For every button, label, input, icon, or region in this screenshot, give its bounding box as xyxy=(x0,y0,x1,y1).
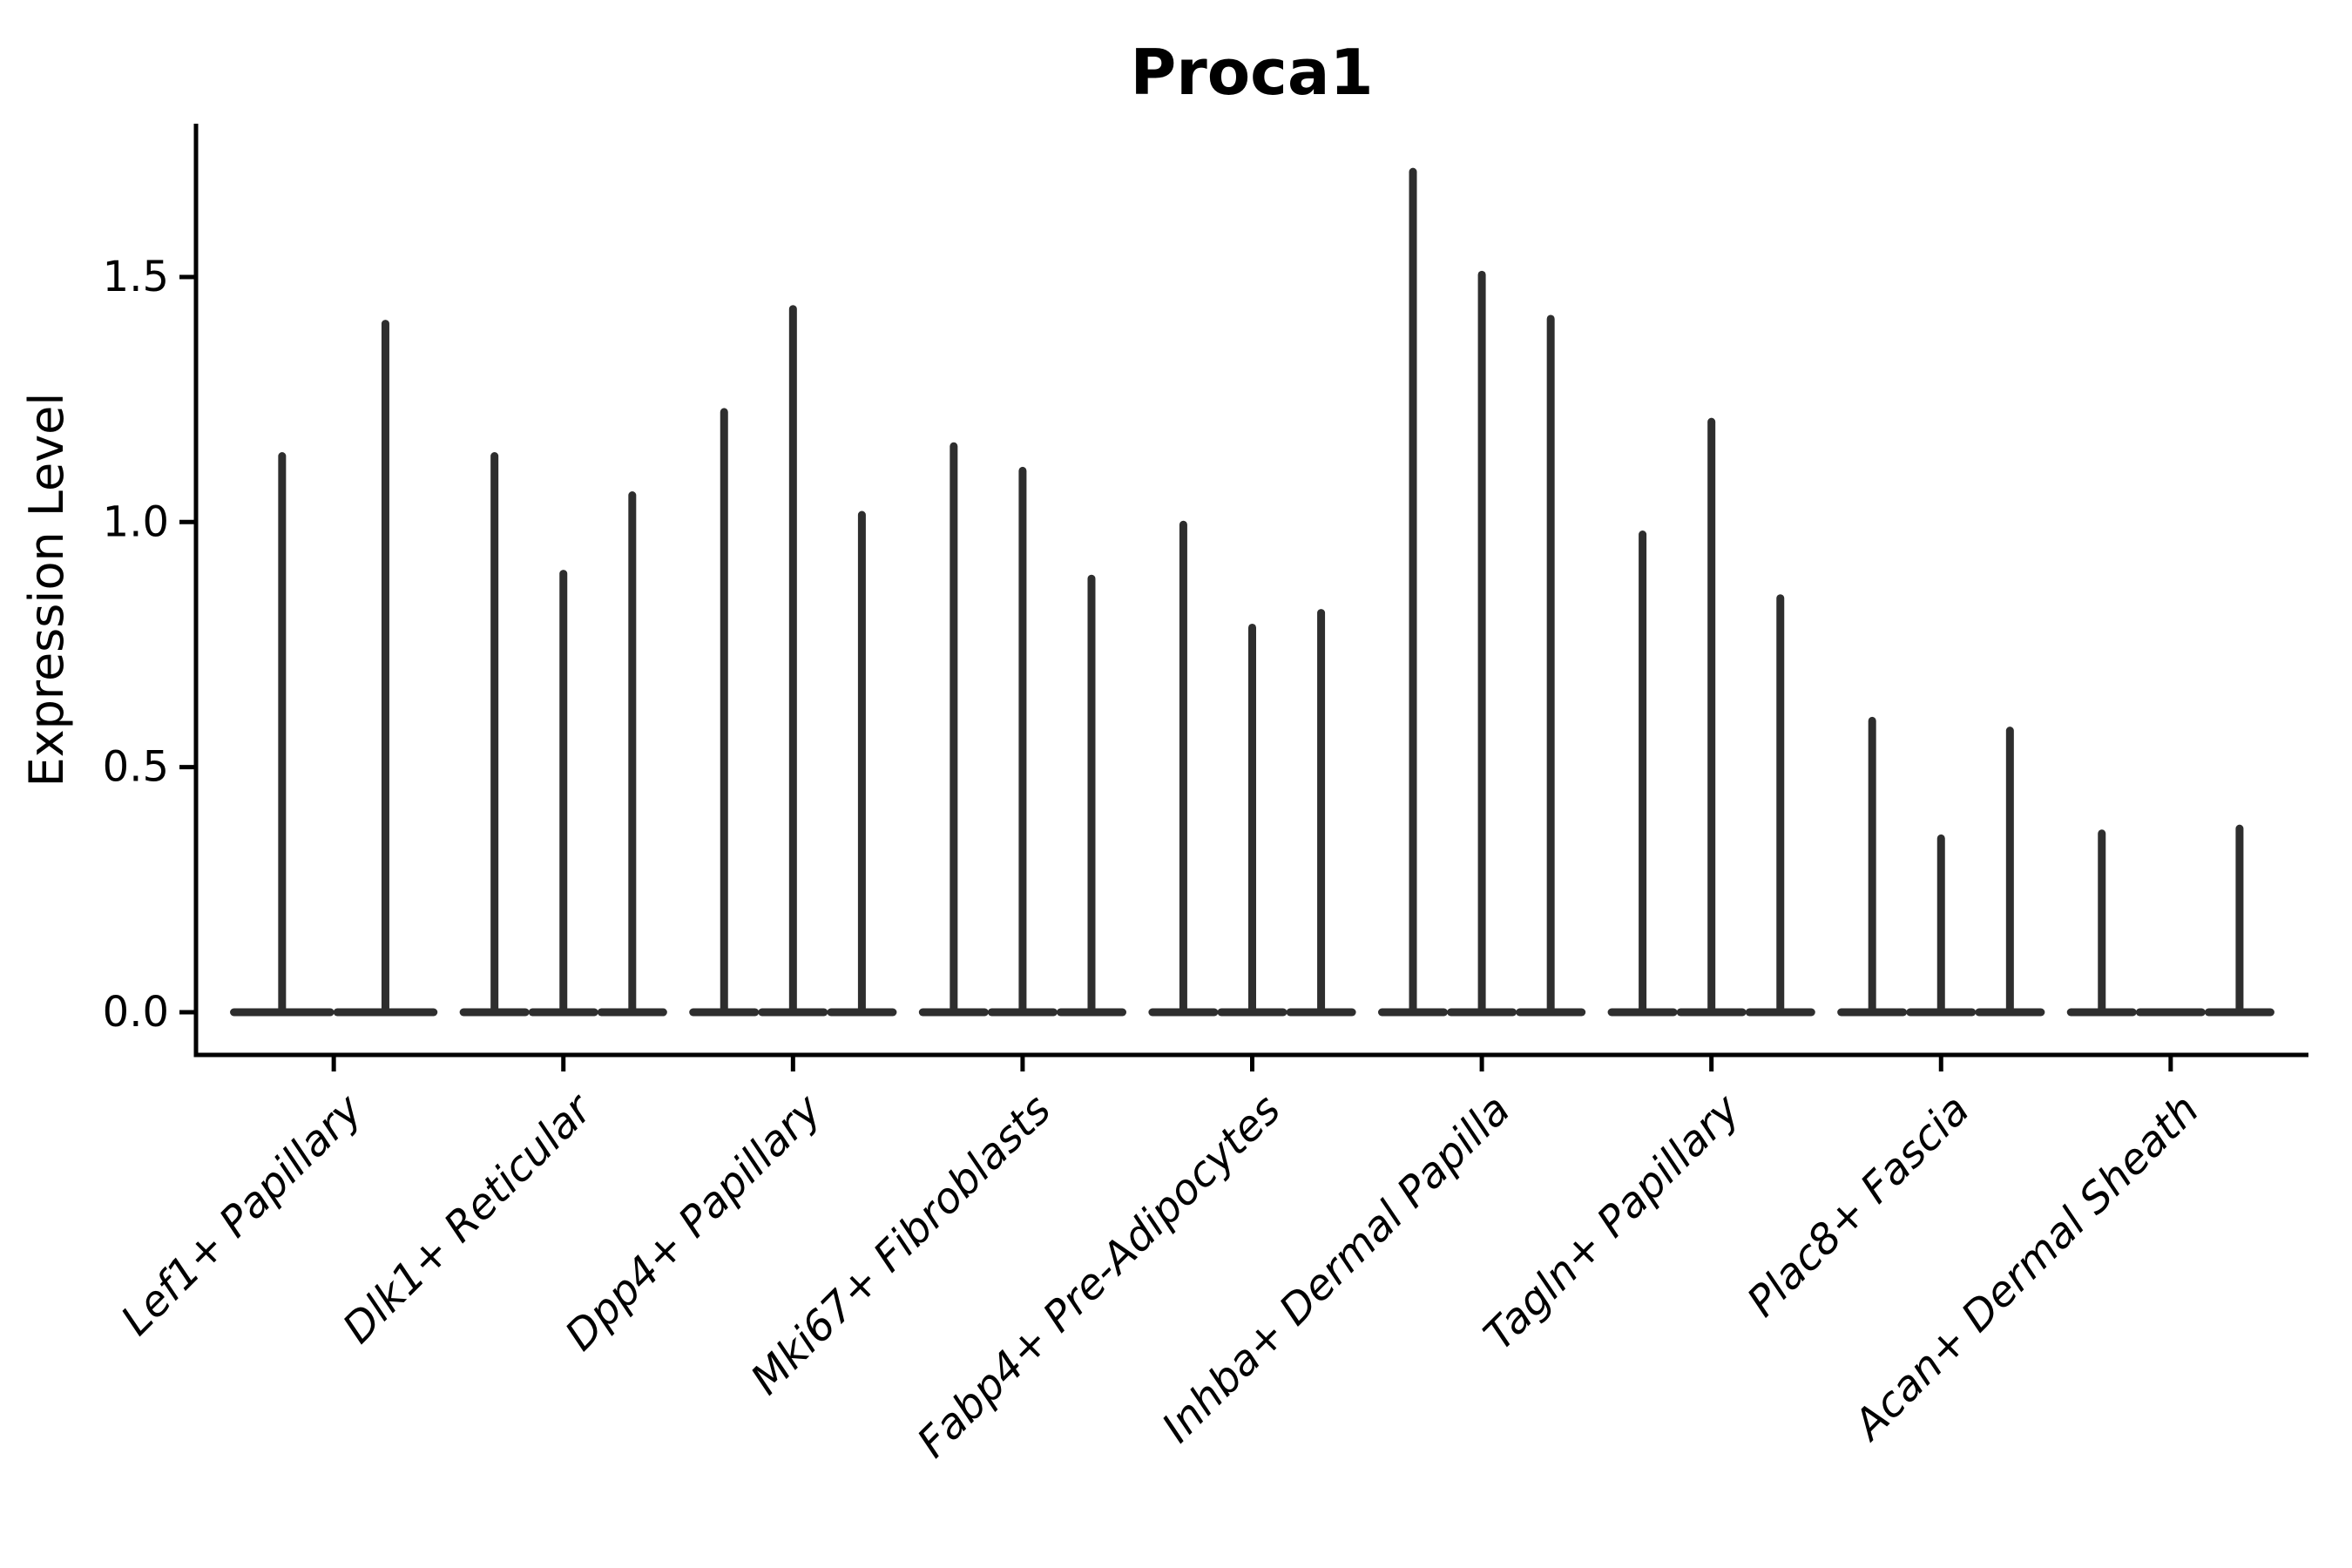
y-tick-label: 0.0 xyxy=(103,988,169,1037)
y-axis-label: Expression Level xyxy=(19,393,74,787)
violins xyxy=(230,167,2274,1017)
x-tick-label: Plac8+ Fascia xyxy=(1738,1085,1979,1327)
y-axis: 0.0 0.5 1.0 1.5 xyxy=(103,124,199,1058)
y-tick-label: 1.0 xyxy=(103,497,169,546)
x-tick-label: Lef1+ Papillary xyxy=(112,1085,372,1345)
plot-title: Proca1 xyxy=(1130,36,1373,109)
y-tick-label: 1.5 xyxy=(103,253,169,301)
x-tick-label: Dpp4+ Papillary xyxy=(556,1085,831,1360)
y-tick-label: 0.5 xyxy=(103,743,169,792)
x-tick-label: Dlk1+ Reticular xyxy=(334,1083,604,1353)
x-tick-label: Fabp4+ Pre-Adipocytes xyxy=(908,1085,1290,1468)
x-tick-label: Tagln+ Papillary xyxy=(1475,1085,1750,1360)
